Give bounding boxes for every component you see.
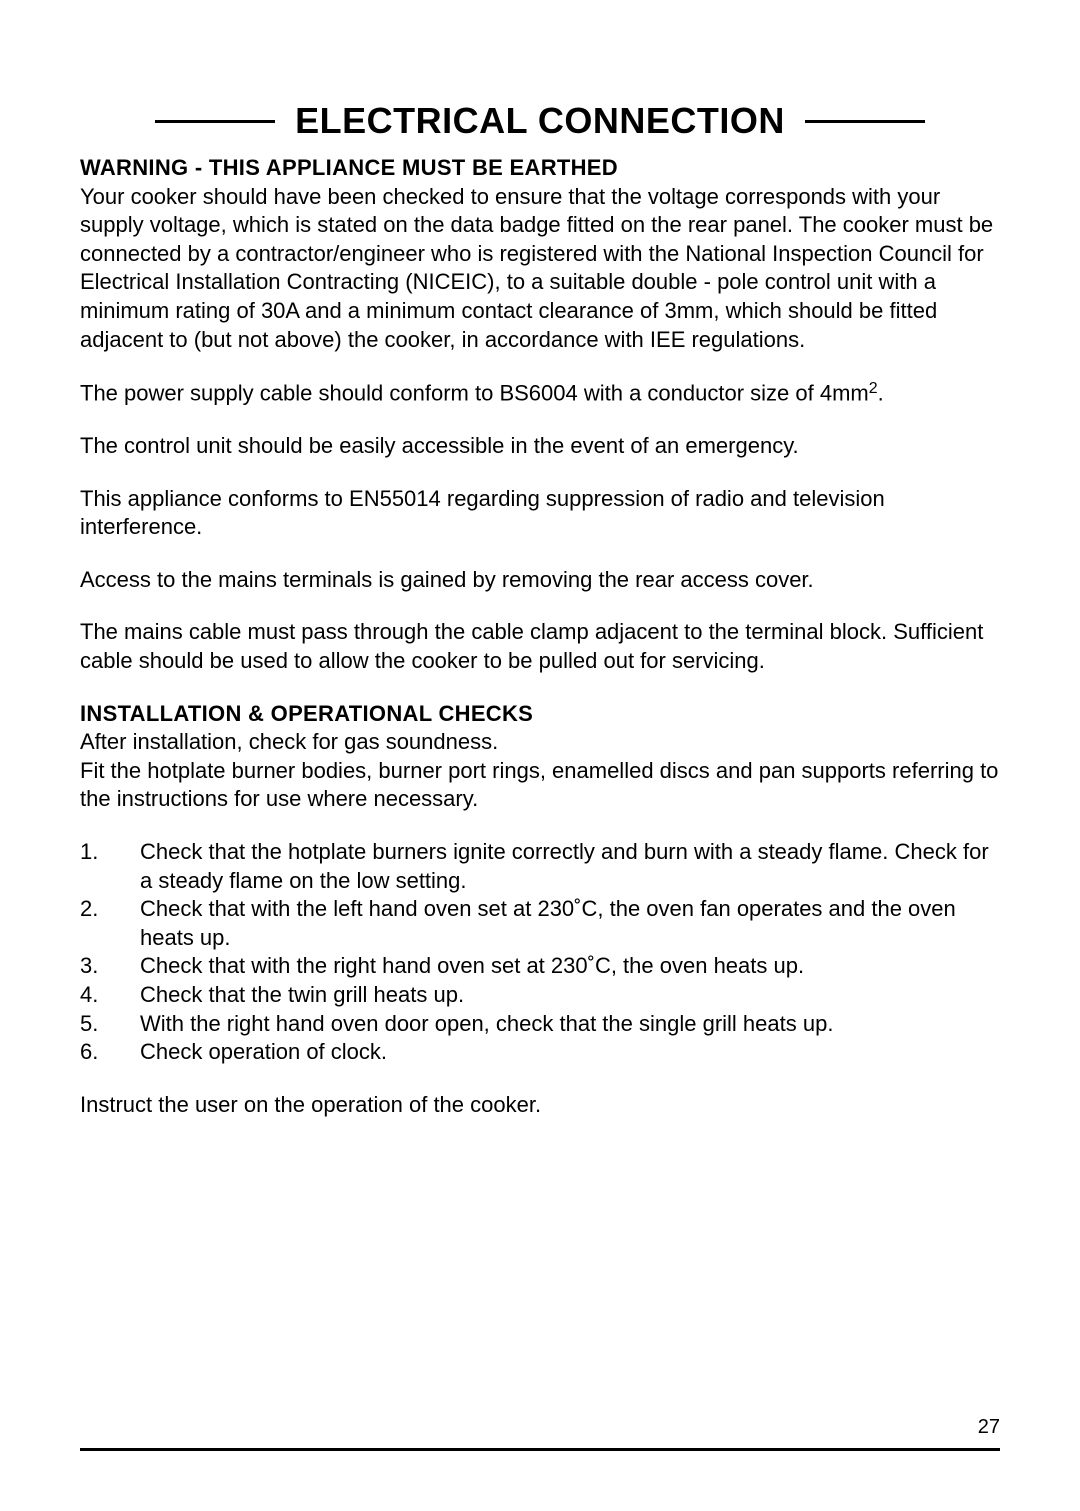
checks-heading: INSTALLATION & OPERATIONAL CHECKS [80,700,1000,729]
list-text: Check operation of clock. [140,1038,1000,1067]
page-title: ELECTRICAL CONNECTION [295,100,785,142]
cable-paragraph: The power supply cable should conform to… [80,378,1000,408]
list-item: 4. Check that the twin grill heats up. [80,981,1000,1010]
paragraph-en55014: This appliance conforms to EN55014 regar… [80,485,1000,542]
warning-heading: WARNING - THIS APPLIANCE MUST BE EARTHED [80,154,1000,183]
list-item: 2. Check that with the left hand oven se… [80,895,1000,952]
list-item: 3. Check that with the right hand oven s… [80,952,1000,981]
paragraph-control-unit: The control unit should be easily access… [80,432,1000,461]
cable-suffix: . [878,380,884,405]
title-rule-left [155,120,275,123]
checks-list: 1. Check that the hotplate burners ignit… [80,838,1000,1067]
list-number: 5. [80,1010,140,1039]
footer-rule [80,1448,1000,1451]
list-number: 2. [80,895,140,952]
list-item: 6. Check operation of clock. [80,1038,1000,1067]
paragraph-mains-access: Access to the mains terminals is gained … [80,566,1000,595]
list-number: 1. [80,838,140,895]
list-text: Check that the hotplate burners ignite c… [140,838,1000,895]
list-item: 1. Check that the hotplate burners ignit… [80,838,1000,895]
list-item: 5. With the right hand oven door open, c… [80,1010,1000,1039]
warning-paragraph: Your cooker should have been checked to … [80,183,1000,355]
checks-intro-2: Fit the hotplate burner bodies, burner p… [80,757,1000,814]
title-container: ELECTRICAL CONNECTION [80,100,1000,142]
warning-section: WARNING - THIS APPLIANCE MUST BE EARTHED… [80,154,1000,354]
title-rule-right [805,120,925,123]
list-text: Check that with the left hand oven set a… [140,895,1000,952]
list-number: 3. [80,952,140,981]
checks-intro-1: After installation, check for gas soundn… [80,728,1000,757]
list-text: With the right hand oven door open, chec… [140,1010,1000,1039]
list-number: 4. [80,981,140,1010]
list-number: 6. [80,1038,140,1067]
paragraph-mains-cable: The mains cable must pass through the ca… [80,618,1000,675]
page-number: 27 [978,1416,1000,1439]
cable-prefix: The power supply cable should conform to… [80,380,869,405]
checks-outro: Instruct the user on the operation of th… [80,1091,1000,1120]
cable-superscript: 2 [869,380,878,397]
list-text: Check that with the right hand oven set … [140,952,1000,981]
checks-section: INSTALLATION & OPERATIONAL CHECKS After … [80,700,1000,1120]
list-text: Check that the twin grill heats up. [140,981,1000,1010]
